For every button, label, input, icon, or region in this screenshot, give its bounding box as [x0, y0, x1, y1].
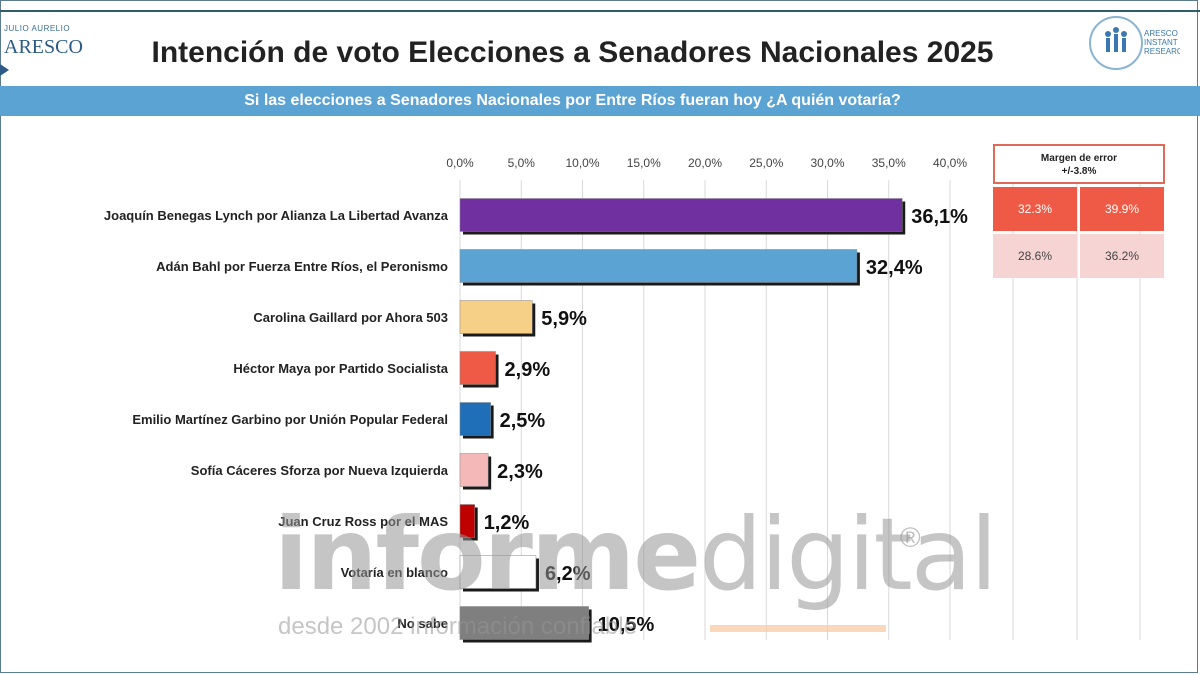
- category-label: Votaría en blanco: [341, 565, 448, 580]
- x-tick-label: 35,0%: [872, 156, 906, 170]
- logo-right-line-1: ARESCO: [1144, 29, 1178, 38]
- x-tick-label: 0,0%: [446, 156, 474, 170]
- logo-right-line-3: RESEARCH: [1144, 47, 1180, 56]
- page-title: Intención de voto Elecciones a Senadores…: [151, 36, 994, 69]
- bar: [459, 402, 491, 436]
- logo-small-text: JULIO AURELIO: [4, 24, 71, 33]
- category-label: Adán Bahl por Fuerza Entre Ríos, el Pero…: [156, 259, 448, 274]
- aresco-research-logo: ARESCO INSTANT RESEARCH: [1088, 14, 1189, 72]
- bar: [459, 198, 903, 232]
- x-tick-label: 15,0%: [627, 156, 661, 170]
- value-label: 2,5%: [500, 410, 546, 432]
- subtitle-band: Si las elecciones a Senadores Nacionales…: [0, 86, 1200, 116]
- x-tick-label: 40,0%: [933, 156, 967, 170]
- top-rule: [0, 10, 1200, 12]
- bar: [459, 351, 496, 385]
- category-label: Carolina Gaillard por Ahora 503: [253, 310, 448, 325]
- margin-of-error-table: Margen de error +/-3.8% 32.3% 39.9% 28.6…: [993, 144, 1167, 278]
- moe-high: 36.2%: [1080, 234, 1164, 278]
- category-label: Emilio Martínez Garbino por Unión Popula…: [132, 412, 448, 427]
- value-label: 1,2%: [484, 512, 530, 534]
- bar: [459, 555, 537, 589]
- bar-chart: 0,0% 5,0% 10,0% 15,0% 20,0% 25,0% 30,0% 35,0% 40…: [104, 156, 1141, 643]
- moe-high: 39.9%: [1080, 187, 1164, 231]
- category-label: No sabe: [397, 616, 448, 631]
- value-label: 2,9%: [505, 359, 551, 381]
- value-label: 32,4%: [866, 257, 923, 279]
- value-label: 2,3%: [497, 461, 543, 483]
- moe-low: 32.3%: [993, 187, 1077, 231]
- chart-subtitle: Si las elecciones a Senadores Nacionales…: [244, 92, 901, 109]
- moe-value: +/-3.8%: [1061, 166, 1097, 177]
- moe-title: Margen de error: [1040, 153, 1118, 164]
- x-tick-label: 20,0%: [688, 156, 722, 170]
- bar: [459, 504, 475, 538]
- bar: [459, 300, 533, 334]
- x-tick-label: 10,0%: [565, 156, 599, 170]
- moe-low: 28.6%: [993, 234, 1077, 278]
- moe-header: Margen de error +/-3.8%: [993, 144, 1165, 184]
- value-label: 6,2%: [545, 563, 591, 585]
- x-tick-label: 25,0%: [749, 156, 783, 170]
- x-tick-label: 30,0%: [810, 156, 844, 170]
- logo-triangle-icon: [0, 64, 9, 76]
- bar: [459, 249, 858, 283]
- moe-row: 28.6% 36.2%: [993, 234, 1167, 278]
- aresco-logo: JULIO AURELIO ARESCO: [0, 20, 90, 76]
- category-label: Joaquín Benegas Lynch por Alianza La Lib…: [104, 208, 449, 223]
- value-label: 10,5%: [598, 614, 655, 636]
- x-tick-label: 5,0%: [508, 156, 536, 170]
- logo-text: ARESCO: [4, 36, 83, 58]
- bar: [459, 606, 589, 640]
- logo-right-line-2: INSTANT: [1144, 38, 1178, 47]
- value-label: 36,1%: [911, 206, 968, 228]
- value-label: 5,9%: [541, 308, 587, 330]
- category-label: Héctor Maya por Partido Socialista: [233, 361, 448, 376]
- moe-row: 32.3% 39.9%: [993, 187, 1167, 231]
- category-label: Juan Cruz Ross por el MAS: [278, 514, 448, 529]
- bar: [459, 453, 489, 487]
- category-label: Sofía Cáceres Sforza por Nueva Izquierda: [191, 463, 449, 478]
